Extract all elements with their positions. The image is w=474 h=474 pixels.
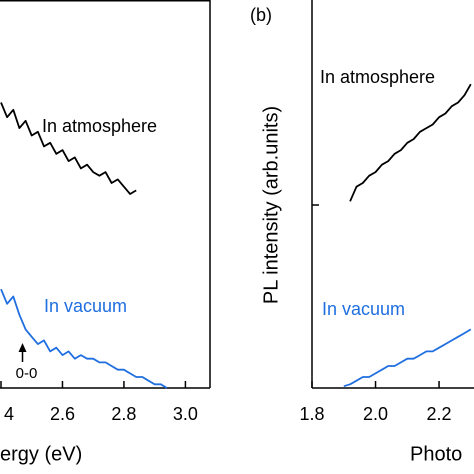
x-tick-label: 2.0 [363, 404, 388, 424]
x-tick-label: 2.8 [111, 404, 136, 424]
x-tick-label: 4 [4, 404, 14, 424]
x-axis-label: ergy (eV) [0, 443, 82, 465]
line-series [343, 328, 472, 388]
x-axis-label: Photo [410, 443, 462, 465]
series-label: In vacuum [44, 296, 127, 316]
line-series [349, 83, 472, 202]
panel-label: (b) [250, 5, 272, 25]
x-tick-label: 3.0 [173, 404, 198, 424]
line-series [0, 102, 137, 195]
x-tick-label: 2.6 [50, 404, 75, 424]
arrow-head [18, 343, 27, 352]
y-axis-label: PL intensity (arb.units) [260, 106, 282, 304]
series-label: In atmosphere [42, 116, 157, 136]
x-tick-label: 2.2 [427, 404, 452, 424]
series-label: In atmosphere [320, 67, 435, 87]
series-label: In vacuum [322, 299, 405, 319]
line-series [0, 288, 168, 389]
x-tick-label: 1.8 [299, 404, 324, 424]
annotation: 0-0 [16, 365, 38, 382]
